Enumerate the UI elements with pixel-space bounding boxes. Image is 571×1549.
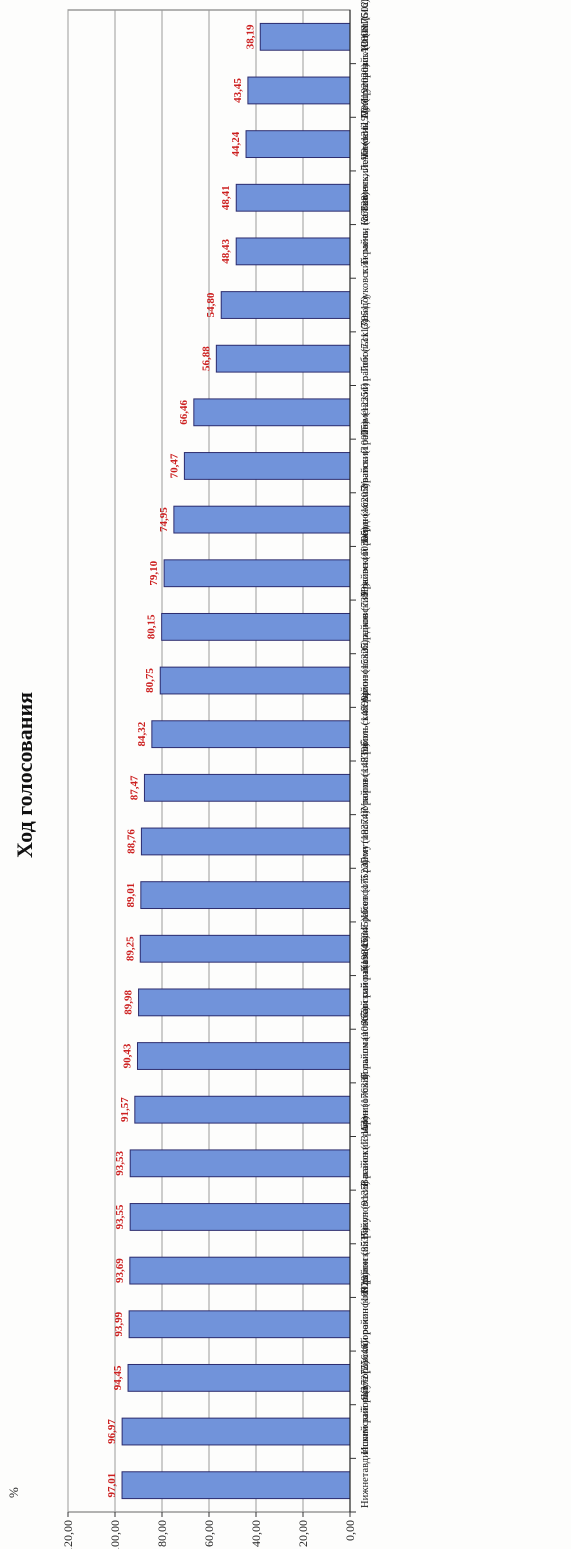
bar: [139, 934, 351, 963]
bar: [220, 291, 351, 319]
category-label: Тюменский район (73117): [360, 319, 371, 436]
value-label: 38,19: [244, 24, 256, 49]
value-label: 93,99: [113, 1311, 125, 1336]
bar: [163, 559, 351, 588]
bar: [151, 720, 351, 749]
bar: [129, 1149, 351, 1178]
category-label: Ялуторовский район (10928): [360, 1272, 371, 1401]
bar: [134, 1095, 351, 1124]
category-label: Упоровский район (14890): [360, 691, 371, 810]
bar: [245, 130, 351, 159]
value-label: 56,88: [200, 346, 212, 371]
value-label: 89,01: [125, 883, 137, 908]
bar: [159, 666, 351, 695]
category-label: Казанский район (17523): [360, 859, 371, 971]
category-label: Сладковский район (10306): [360, 526, 371, 649]
category-label: Абатский район (16345): [360, 917, 371, 1025]
bar: [140, 881, 351, 910]
category-label: Вагайский район (17633): [360, 1073, 371, 1186]
tick-label: 80,00: [155, 1520, 169, 1547]
bar: [235, 183, 351, 212]
value-label: 93,69: [114, 1258, 126, 1283]
category-label: Бердюжский район (10005): [360, 420, 371, 542]
category-label: Армизонский район (7399): [360, 582, 371, 703]
bar: [136, 1042, 351, 1070]
value-label: 79,10: [148, 560, 160, 585]
value-label: 70,47: [168, 453, 180, 478]
category-label: Голышмановский район (19845): [360, 935, 371, 1079]
category-label: Викуловский район (13164): [360, 1116, 371, 1240]
bar: [235, 237, 351, 266]
value-label: 80,75: [144, 668, 156, 693]
category-label: Исетский район (18374): [360, 810, 371, 918]
category-label: г. Тюмень, Центральный АО (117616): [360, 0, 371, 167]
tick-label: 40,00: [249, 1520, 263, 1547]
category-label: г. Тобольск (79517): [360, 296, 371, 382]
bar: [247, 76, 351, 105]
category-label: Тобольский район (15325): [360, 639, 371, 757]
value-label: 89,25: [124, 936, 136, 961]
value-label: 48,41: [220, 185, 232, 210]
value-label: 48,43: [220, 239, 232, 264]
category-label: Омутинский район (14839): [360, 743, 371, 865]
value-label: 54,80: [205, 292, 217, 317]
bar: [140, 827, 351, 856]
value-label: 97,01: [106, 1473, 118, 1498]
value-label: 44,24: [230, 131, 242, 156]
value-label: 88,76: [125, 829, 137, 854]
category-label: Уватский район (12251): [360, 382, 371, 489]
category-label: г. Ялуторовск (28081): [360, 16, 371, 113]
bar: [183, 452, 351, 480]
category-label: г. Ишим (50229): [360, 0, 371, 60]
category-label: Юргинский район (9135): [360, 1181, 371, 1294]
bar: [161, 612, 351, 641]
category-label: г. Тюмень, Калининский АО (131197): [360, 106, 371, 274]
bars: 97,01 96,97 94,45 93,99 93,69 93,55 93,53 91,57…: [106, 22, 351, 1500]
value-label: 93,53: [114, 1150, 126, 1175]
bar: [129, 1256, 351, 1285]
bar: [138, 988, 351, 1017]
tick-label: 0,00: [343, 1520, 357, 1541]
value-label: 66,46: [178, 399, 190, 424]
category-label: Ярковский район (16205): [360, 483, 371, 596]
category-label: Заводоуковский район (36828): [360, 192, 371, 328]
tick-label: 120,00: [61, 1520, 75, 1549]
bar: [121, 1417, 351, 1446]
tick-label: 100,00: [108, 1520, 122, 1549]
bar: [143, 773, 351, 802]
value-label: 91,57: [119, 1097, 131, 1122]
category-label: Нижнетавдинский район (17275): [360, 1360, 371, 1508]
bar: [215, 344, 351, 373]
category-label: г. Тюмень, Ленинский АО (192020): [360, 63, 371, 220]
value-label: 43,45: [232, 78, 244, 103]
axes: 0,00 20,00 40,00 60,00 80,00 100,00 120,00 Нижн…: [61, 0, 371, 1549]
value-label: 80,15: [146, 614, 158, 639]
value-label: 96,97: [106, 1419, 118, 1444]
value-label: 93,55: [114, 1204, 126, 1229]
value-label: 90,43: [121, 1043, 133, 1068]
value-label: 87,47: [128, 775, 140, 800]
bar: [128, 1310, 351, 1339]
bar: [129, 1203, 351, 1231]
value-label: 74,95: [158, 507, 170, 532]
value-label: 94,45: [112, 1365, 124, 1390]
value-label: 84,32: [136, 721, 148, 746]
tick-label: 20,00: [296, 1520, 310, 1547]
bar: [259, 22, 351, 51]
bar: [121, 1471, 351, 1500]
category-label: Ишимский район (25646): [360, 1340, 371, 1454]
value-label: 89,98: [123, 990, 135, 1015]
bar: [127, 1363, 351, 1392]
category-label: Сорокинский район (8537): [360, 1227, 371, 1347]
gridlines: [67, 9, 351, 1513]
bar: [193, 398, 351, 427]
category-label: Армизонский район (10667): [360, 1006, 371, 1132]
tick-label: 60,00: [202, 1520, 216, 1547]
bar: [173, 505, 351, 534]
